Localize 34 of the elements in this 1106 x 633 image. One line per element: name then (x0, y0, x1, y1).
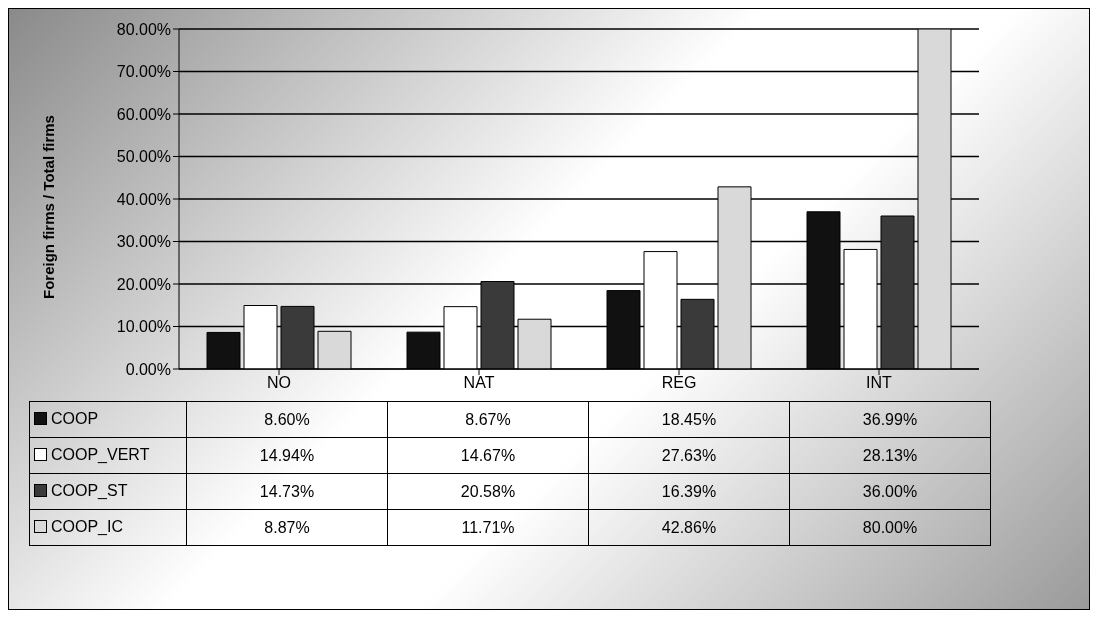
data-label: 11.71% (387, 509, 589, 546)
legend-label: COOP_IC (50, 517, 124, 536)
data-label: 36.00% (789, 473, 991, 510)
legend-label: COOP_ST (50, 481, 128, 500)
y-tick-label: 60.00% (116, 105, 171, 123)
data-label: 36.99% (789, 401, 991, 438)
data-label: 18.45% (588, 401, 790, 438)
data-label: 20.58% (387, 473, 589, 510)
data-label: 42.86% (588, 509, 790, 546)
data-label: 8.67% (387, 401, 589, 438)
data-label: 14.73% (186, 473, 388, 510)
x-tick-label: NAT (463, 374, 495, 392)
legend-label: COOP (50, 409, 99, 428)
y-axis-title: Foreign firms / Total firms (40, 115, 58, 299)
y-tick-label: 40.00% (116, 190, 171, 208)
data-label: 80.00% (789, 509, 991, 546)
y-tick-label: 30.00% (116, 233, 171, 251)
y-tick-label: 80.00% (116, 20, 171, 38)
data-label: 14.94% (186, 437, 388, 474)
data-label: 8.87% (186, 509, 388, 546)
y-tick-label: 20.00% (116, 275, 171, 293)
x-tick-label: NO (267, 374, 291, 392)
y-tick-label: 50.00% (116, 148, 171, 166)
y-tick-label: 70.00% (116, 63, 171, 81)
data-label: 27.63% (588, 437, 790, 474)
legend-label: COOP_VERT (50, 445, 150, 464)
data-label: 8.60% (186, 401, 388, 438)
y-tick-label: 10.00% (116, 318, 171, 336)
x-tick-label: INT (866, 374, 893, 392)
x-tick-label: REG (661, 374, 697, 392)
data-label: 28.13% (789, 437, 991, 474)
data-label: 16.39% (588, 473, 790, 510)
y-tick-label: 0.00% (125, 360, 171, 378)
data-label: 14.67% (387, 437, 589, 474)
